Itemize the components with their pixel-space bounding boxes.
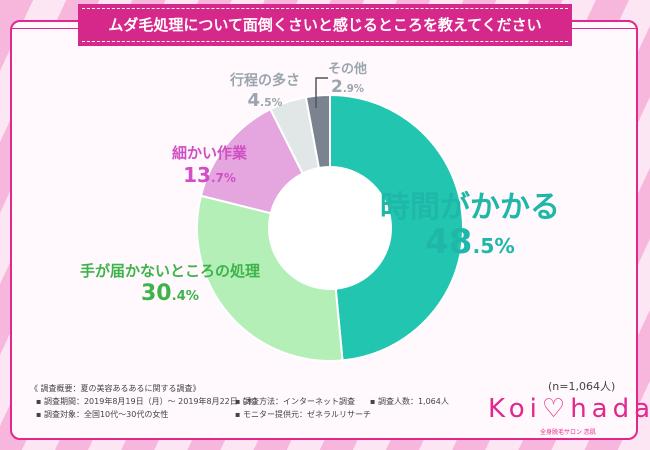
percent-label: 4.5% bbox=[247, 90, 283, 111]
category-label: 時間がかかる bbox=[380, 190, 560, 225]
category-label: 細かい作業 bbox=[172, 144, 248, 162]
logo: Koi♡hada bbox=[488, 394, 650, 424]
percent-label: 13.7% bbox=[183, 163, 236, 187]
percent-label: 2.9% bbox=[331, 77, 365, 97]
label-sonota: その他 2.9% bbox=[328, 58, 367, 97]
sample-size: (n=1,064人) bbox=[548, 380, 616, 393]
label-koutei: 行程の多さ 4.5% bbox=[230, 70, 300, 111]
chart-title: ムダ毛処理について面倒くさいと感じるところを教えてください bbox=[78, 4, 572, 46]
survey-count: ▪ 調査人数：1,064人 bbox=[370, 397, 449, 406]
survey-method: ▪ 調査方法：インターネット調査 bbox=[235, 397, 355, 406]
survey-heading: 《 調査概要：夏の美容あるあるに関する調査》 bbox=[30, 384, 201, 393]
donut-hole bbox=[269, 167, 391, 289]
label-jikan: 時間がかかる 48.5% bbox=[380, 182, 560, 262]
label-te: 手が届かないところの処理 30.4% bbox=[80, 260, 260, 306]
logo-subtitle: 全身脱毛サロン 恋肌 bbox=[540, 429, 596, 436]
label-komakai: 細かい作業 13.7% bbox=[172, 142, 247, 187]
category-label: その他 bbox=[328, 62, 368, 77]
survey-provider: ▪ モニター提供元：ゼネラルリサーチ bbox=[235, 410, 371, 419]
leader-line bbox=[315, 77, 328, 108]
category-label: 行程の多さ bbox=[230, 73, 300, 89]
percent-label: 48.5% bbox=[425, 222, 515, 262]
percent-label: 30.4% bbox=[140, 281, 200, 306]
survey-period: ▪ 調査期間：2019年8月19日（月）～ 2019年8月22日（木） bbox=[36, 397, 262, 406]
survey-target: ▪ 調査対象：全国10代～30代の女性 bbox=[36, 410, 169, 419]
category-label: 手が届かないところの処理 bbox=[80, 262, 261, 280]
